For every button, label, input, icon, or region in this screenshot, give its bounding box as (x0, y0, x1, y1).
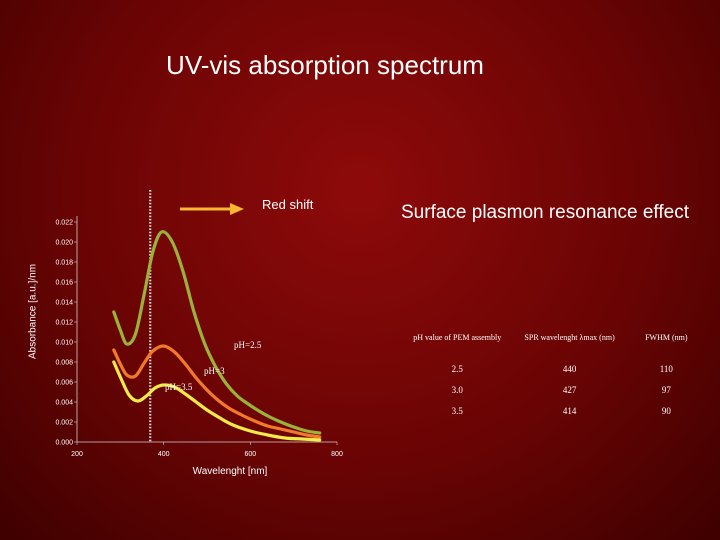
x-tick-label: 600 (244, 451, 256, 458)
page-title: UV-vis absorption spectrum (166, 50, 484, 80)
y-tick-label: 0.012 (55, 320, 73, 327)
y-tick-label: 0.022 (55, 220, 73, 227)
chart-axes: 0.000 0.002 0.004 0.006 0.008 0.010 0.012 0.014… (55, 216, 343, 458)
y-tick-label: 0.010 (55, 340, 73, 347)
table-row: 3.5 414 90 (398, 405, 710, 426)
table-header: FWHM (nm) (645, 333, 688, 342)
spr-table: pH value of PEM assembly SPR wavelenght … (398, 333, 710, 426)
table-cell: 414 (562, 406, 577, 416)
curve-label: pH=3 (204, 366, 225, 376)
table-cell: 2.5 (451, 364, 463, 374)
table-cell: 97 (661, 385, 671, 395)
y-tick-label: 0.004 (55, 400, 73, 407)
y-tick-label: 0.002 (55, 420, 73, 427)
series-line-1 (112, 344, 322, 439)
table-row: 3.0 427 97 (398, 384, 710, 405)
curve-labels: pH=2.5 pH=3 pH=3.5 (165, 340, 262, 392)
table-header: pH value of PEM assembly (413, 333, 502, 342)
x-axis-label: Wavelenght [nm] (192, 466, 268, 477)
x-tick-label: 400 (158, 451, 170, 458)
table-cell: 427 (562, 385, 577, 395)
y-tick-label: 0.020 (55, 240, 73, 247)
arrow-head (230, 203, 244, 215)
table-cell: 440 (562, 364, 577, 374)
y-tick-label: 0.008 (55, 360, 73, 367)
curve-label: pH=2.5 (234, 340, 262, 350)
table-cell: 110 (659, 364, 673, 374)
red-shift-arrow-icon (180, 203, 244, 215)
red-shift-label: Red shift (262, 197, 314, 212)
x-tick-label: 800 (331, 451, 343, 458)
spectrum-curves (112, 230, 322, 442)
table-header-row: pH value of PEM assembly SPR wavelenght … (398, 333, 710, 363)
series-line-0 (112, 230, 322, 435)
series-line-2 (112, 360, 322, 442)
y-tick-label: 0.006 (55, 380, 73, 387)
spr-heading: Surface plasmon resonance effect (401, 202, 689, 223)
table-row: 2.5 440 110 (398, 363, 710, 384)
x-tick-label: 200 (71, 451, 83, 458)
y-tick-label: 0.016 (55, 280, 73, 287)
table-header: SPR wavelenght λmax (nm) (524, 333, 615, 342)
table-cell: 3.0 (451, 385, 463, 395)
y-tick-label: 0.000 (55, 440, 73, 447)
table-cell: 90 (661, 406, 671, 416)
table-cell: 3.5 (451, 406, 463, 416)
curve-label: pH=3.5 (165, 382, 193, 392)
y-tick-label: 0.018 (55, 260, 73, 267)
y-tick-label: 0.014 (55, 300, 73, 307)
